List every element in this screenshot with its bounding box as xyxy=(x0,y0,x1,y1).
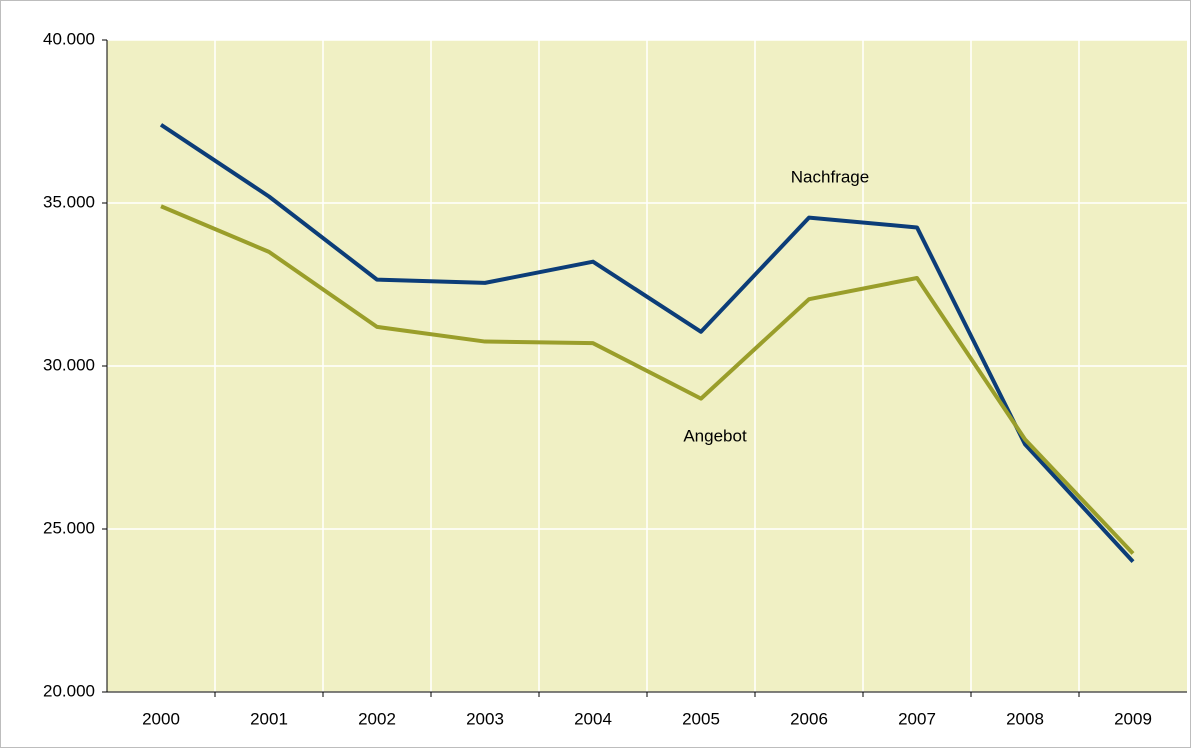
y-tick-label: 20.000 xyxy=(43,681,95,700)
x-tick-label: 2006 xyxy=(790,709,828,728)
y-tick-label: 30.000 xyxy=(43,355,95,374)
x-tick-label: 2009 xyxy=(1114,709,1152,728)
x-tick-label: 2001 xyxy=(250,709,288,728)
x-tick-label: 2008 xyxy=(1006,709,1044,728)
x-tick-label: 2005 xyxy=(682,709,720,728)
series-line xyxy=(159,123,1135,563)
x-tick-label: 2002 xyxy=(358,709,396,728)
x-tick-label: 2000 xyxy=(142,709,180,728)
series-line xyxy=(160,204,1135,555)
y-tick-label: 35.000 xyxy=(43,192,95,211)
x-tick-label: 2004 xyxy=(574,709,612,728)
x-tick-label: 2003 xyxy=(466,709,504,728)
series-label: Angebot xyxy=(683,426,747,445)
y-tick-label: 25.000 xyxy=(43,518,95,537)
series-label: Nachfrage xyxy=(791,167,869,186)
y-tick-label: 40.000 xyxy=(43,29,95,48)
x-tick-label: 2007 xyxy=(898,709,936,728)
